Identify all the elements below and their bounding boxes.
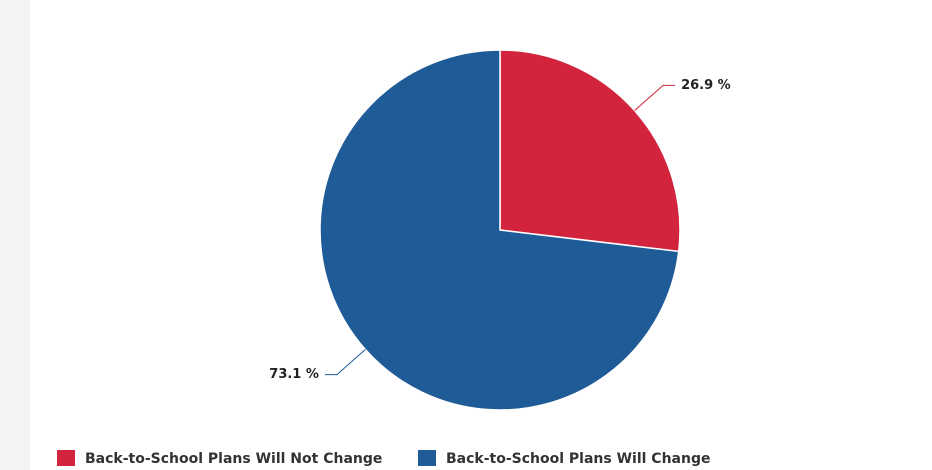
data-label: 26.9 % [681,78,731,93]
legend-label: Back-to-School Plans Will Not Change [85,451,382,467]
legend-label: Back-to-School Plans Will Change [446,451,710,467]
legend-swatch [57,450,75,466]
side-strip [0,0,30,470]
pie-slice [319,49,680,411]
leader-line [324,349,366,376]
data-label: 73.1 % [269,367,319,382]
legend-swatch [418,450,436,466]
leader-line [634,84,676,111]
pie-slice [499,49,681,253]
